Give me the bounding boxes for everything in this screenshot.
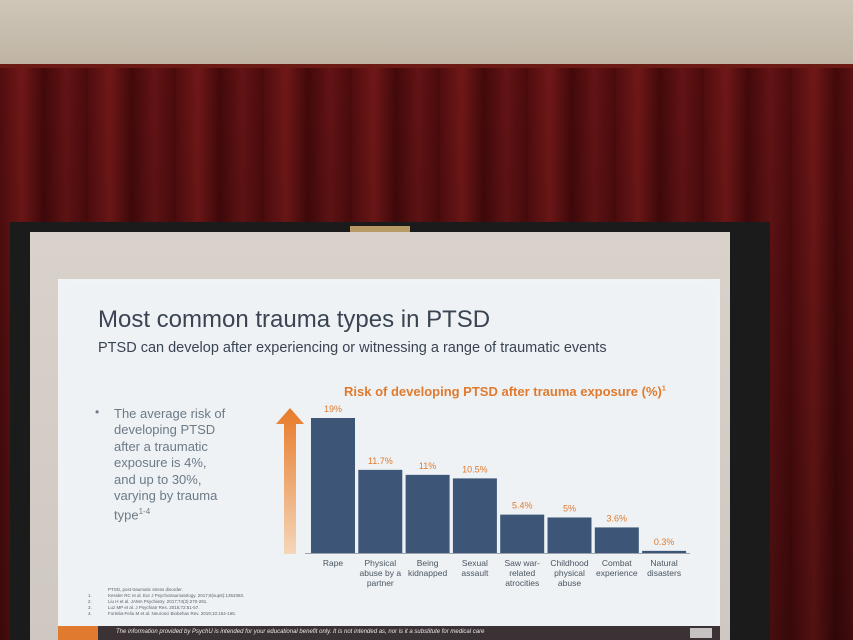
slide-subtitle: PTSD can develop after experiencing or w… [98, 340, 607, 356]
reference-number: 4. [88, 611, 92, 616]
footer-accent [58, 626, 98, 640]
slide-title: Most common trauma types in PTSD [98, 306, 491, 333]
bar [547, 517, 592, 553]
reference-text: Kessler RC et al. Eur J Psychotraumatolo… [108, 593, 245, 598]
bullet-text: The average risk of developing PTSD afte… [114, 406, 226, 523]
reference-item: 1. Kessler RC et al. Eur J Psychotraumato… [88, 593, 388, 599]
category-label: Childhood physical abuse [550, 558, 589, 588]
data-label: 10.5% [462, 464, 488, 474]
data-label: 3.6% [607, 513, 628, 523]
reference-text: Fortelia-Feliu M et al. Neurosci Biobeha… [108, 611, 236, 616]
data-label: 5.4% [512, 501, 533, 511]
category-label: Combat experience [596, 558, 638, 578]
bar [405, 474, 450, 553]
reference-number: 3. [88, 605, 92, 610]
bar [500, 514, 545, 553]
presentation-slide [58, 279, 720, 640]
curtain-rod [0, 64, 853, 70]
reference-text: Luz MP et al. J Psychiatr Res. 2016;72:5… [108, 605, 200, 610]
reference-number: 1. [88, 593, 92, 598]
reference-item: 3. Luz MP et al. J Psychiatr Res. 2016;72… [88, 605, 388, 611]
data-label: 5% [563, 503, 576, 513]
category-label: Being kidnapped [408, 558, 448, 578]
data-label: 11% [419, 461, 436, 471]
bar [358, 469, 403, 553]
category-label: Physical abuse by a partner [360, 558, 402, 588]
category-label: Sexual assault [461, 558, 489, 578]
bar-chart: 19% Rape 11.7% Physical abuse by a partner 11%… [305, 404, 690, 588]
reference-item: PTSD, post-traumatic stress disorder. [88, 587, 388, 593]
reference-text: Liu H et al. JAMA Psychiatry. 2017;74(3)… [108, 599, 208, 604]
footer-bar [58, 626, 720, 640]
reference-item: 4. Fortelia-Feliu M et al. Neurosci Biobe… [88, 611, 388, 617]
category-label: Rape [323, 558, 344, 568]
references: PTSD, post-traumatic stress disorder. 1. K… [88, 587, 388, 617]
rising-risk-arrow-icon [276, 408, 304, 559]
bar [452, 478, 497, 553]
disclaimer-text: The information provided by PsychU is in… [116, 629, 485, 635]
data-label: 0.3% [654, 537, 675, 547]
category-label: Saw war-related atrocities [504, 558, 540, 588]
reference-item: 2. Liu H et al. JAMA Psychiatry. 2017;74(… [88, 599, 388, 605]
chart-title: Risk of developing PTSD after trauma exp… [344, 384, 666, 399]
reference-number: 2. [88, 599, 92, 604]
bar [594, 527, 639, 553]
bar [311, 418, 355, 553]
data-label: 11.7% [368, 456, 393, 466]
category-label: Natural disasters [647, 558, 681, 578]
data-label: 19% [324, 404, 342, 414]
bar [642, 550, 687, 553]
reference-text: PTSD, post-traumatic stress disorder. [108, 587, 183, 592]
psychu-logo [690, 628, 712, 638]
bullet-icon: • [95, 405, 100, 419]
